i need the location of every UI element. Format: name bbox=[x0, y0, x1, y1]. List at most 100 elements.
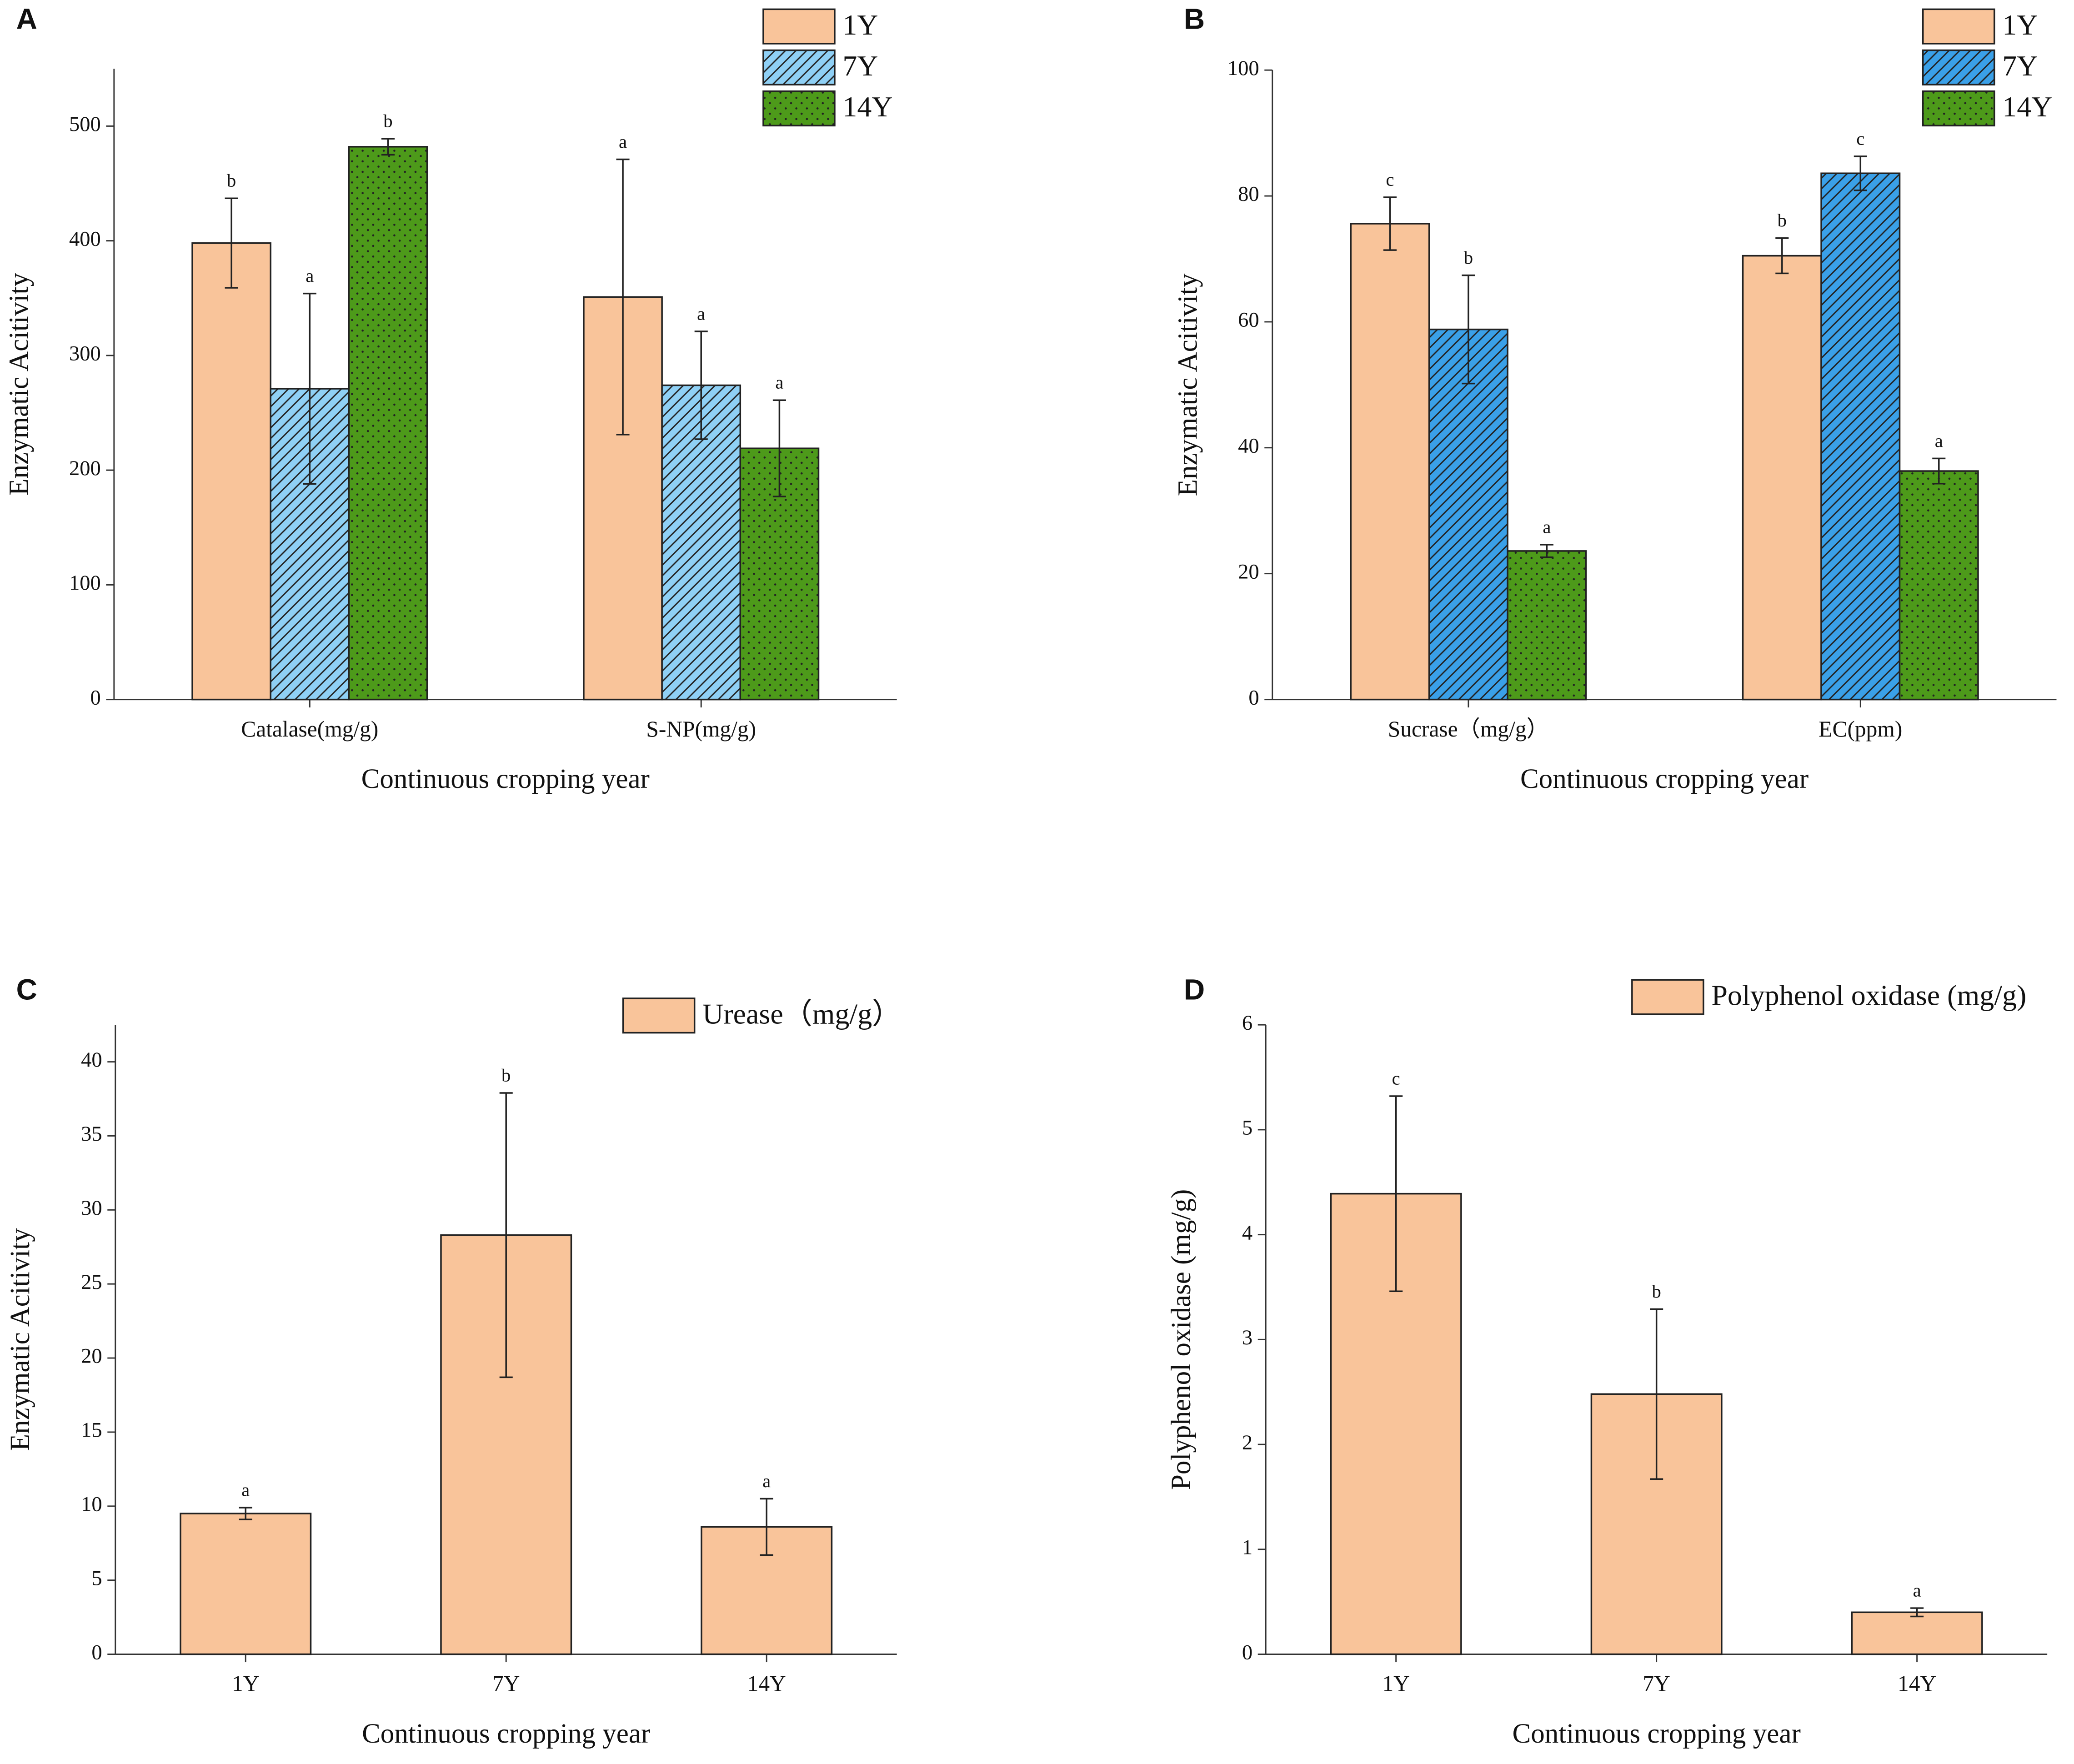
error-bar bbox=[239, 1507, 252, 1520]
panel-letter: D bbox=[1184, 973, 1205, 1006]
significance-label: b bbox=[1778, 210, 1787, 231]
y-tick-label: 100 bbox=[69, 571, 101, 595]
bar bbox=[191, 242, 271, 701]
y-tick-label: 300 bbox=[69, 342, 101, 366]
x-tick-label: 1Y bbox=[232, 1671, 259, 1696]
error-bar bbox=[1389, 1095, 1403, 1292]
bar bbox=[348, 146, 428, 701]
legend-label: Urease（mg/g） bbox=[702, 997, 901, 1030]
panel-letter: C bbox=[16, 973, 37, 1006]
error-bar bbox=[1650, 1308, 1663, 1480]
error-bar bbox=[616, 158, 630, 436]
legend-label: 1Y bbox=[2002, 9, 2038, 41]
bar bbox=[1742, 255, 1822, 701]
legend-label: 7Y bbox=[842, 50, 878, 82]
y-tick-label: 500 bbox=[69, 113, 101, 136]
y-axis-label: Polyphenol oxidase (mg/g) bbox=[1166, 1189, 1197, 1490]
error-bar bbox=[772, 399, 786, 497]
x-tick-label: 7Y bbox=[1643, 1671, 1670, 1696]
error-bar bbox=[303, 292, 316, 485]
x-axis-label: Continuous cropping year bbox=[362, 1719, 650, 1749]
y-tick-label: 2 bbox=[1242, 1431, 1252, 1454]
legend-label: 7Y bbox=[2002, 50, 2038, 82]
significance-label: a bbox=[1935, 431, 1943, 451]
x-tick-label: Sucrase（mg/g） bbox=[1388, 717, 1549, 742]
error-bar bbox=[1540, 544, 1553, 558]
x-tick-label: 14Y bbox=[1898, 1671, 1936, 1696]
significance-label: c bbox=[1392, 1068, 1400, 1088]
y-tick-label: 80 bbox=[1238, 183, 1259, 206]
y-tick-label: 40 bbox=[81, 1048, 102, 1072]
error-bar bbox=[225, 197, 238, 289]
error-bar bbox=[1910, 1607, 1924, 1618]
y-tick-label: 60 bbox=[1238, 309, 1259, 332]
error-bar bbox=[694, 331, 708, 440]
x-tick-label: 14Y bbox=[747, 1671, 786, 1696]
significance-label: a bbox=[619, 131, 627, 152]
x-axis-label: Continuous cropping year bbox=[1513, 1719, 1801, 1749]
y-tick-label: 3 bbox=[1242, 1326, 1252, 1349]
bar bbox=[1350, 223, 1430, 701]
y-tick-label: 0 bbox=[1248, 686, 1259, 709]
legend-swatch bbox=[1922, 90, 1995, 127]
y-axis-label: Enzymatic Acitivity bbox=[5, 1228, 35, 1451]
y-axis-label: Enzymatic Acitivity bbox=[1172, 273, 1203, 496]
y-tick-label: 6 bbox=[1242, 1012, 1252, 1035]
significance-label: c bbox=[1856, 128, 1864, 149]
y-tick-label: 400 bbox=[69, 227, 101, 251]
bar bbox=[1428, 328, 1508, 701]
significance-label: b bbox=[227, 170, 236, 191]
y-tick-label: 100 bbox=[1227, 57, 1259, 80]
legend-label: 14Y bbox=[842, 90, 892, 123]
legend-swatch bbox=[762, 49, 836, 85]
legend-swatch bbox=[1631, 979, 1704, 1015]
legend-swatch bbox=[622, 997, 696, 1034]
x-axis-label: Continuous cropping year bbox=[361, 764, 650, 794]
y-tick-label: 20 bbox=[81, 1345, 102, 1368]
legend-swatch bbox=[762, 8, 836, 45]
significance-label: a bbox=[762, 1471, 771, 1491]
x-tick-label: 1Y bbox=[1382, 1671, 1409, 1696]
x-axis-label: Continuous cropping year bbox=[1520, 764, 1808, 794]
error-bar bbox=[760, 1498, 773, 1556]
error-bar bbox=[381, 138, 395, 156]
y-tick-label: 4 bbox=[1242, 1221, 1252, 1244]
y-tick-label: 0 bbox=[91, 1641, 102, 1664]
legend-label: 1Y bbox=[842, 9, 878, 41]
y-tick-label: 200 bbox=[69, 457, 101, 480]
significance-label: b bbox=[1652, 1281, 1661, 1302]
legend-label: Polyphenol oxidase (mg/g) bbox=[1711, 979, 2026, 1012]
x-tick-label: 7Y bbox=[492, 1671, 520, 1696]
y-tick-label: 30 bbox=[81, 1197, 102, 1220]
y-tick-label: 5 bbox=[1242, 1117, 1252, 1140]
bar bbox=[1851, 1611, 1983, 1655]
y-tick-label: 15 bbox=[81, 1419, 102, 1442]
panel-letter: B bbox=[1184, 2, 1205, 35]
error-bar bbox=[1383, 196, 1397, 251]
significance-label: a bbox=[1913, 1580, 1921, 1601]
significance-label: a bbox=[241, 1480, 250, 1500]
panel-letter: A bbox=[16, 2, 37, 35]
error-bar bbox=[499, 1092, 513, 1378]
error-bar bbox=[1462, 274, 1475, 385]
y-tick-label: 5 bbox=[91, 1567, 102, 1590]
x-tick-label: Catalase(mg/g) bbox=[241, 717, 378, 742]
significance-label: b bbox=[1464, 247, 1473, 268]
bar bbox=[1507, 550, 1587, 701]
y-tick-label: 0 bbox=[90, 686, 100, 709]
significance-label: a bbox=[306, 266, 314, 286]
y-tick-label: 1 bbox=[1242, 1536, 1252, 1559]
bar bbox=[180, 1513, 312, 1655]
y-tick-label: 10 bbox=[81, 1493, 102, 1516]
x-tick-label: EC(ppm) bbox=[1819, 717, 1902, 742]
x-tick-label: S-NP(mg/g) bbox=[646, 717, 756, 742]
y-tick-label: 20 bbox=[1238, 560, 1259, 583]
significance-label: c bbox=[1386, 169, 1394, 190]
legend-label: 14Y bbox=[2002, 90, 2052, 123]
significance-label: b bbox=[383, 111, 392, 131]
legend-swatch bbox=[1922, 49, 1995, 85]
error-bar bbox=[1854, 155, 1867, 191]
y-tick-label: 0 bbox=[1242, 1641, 1252, 1664]
